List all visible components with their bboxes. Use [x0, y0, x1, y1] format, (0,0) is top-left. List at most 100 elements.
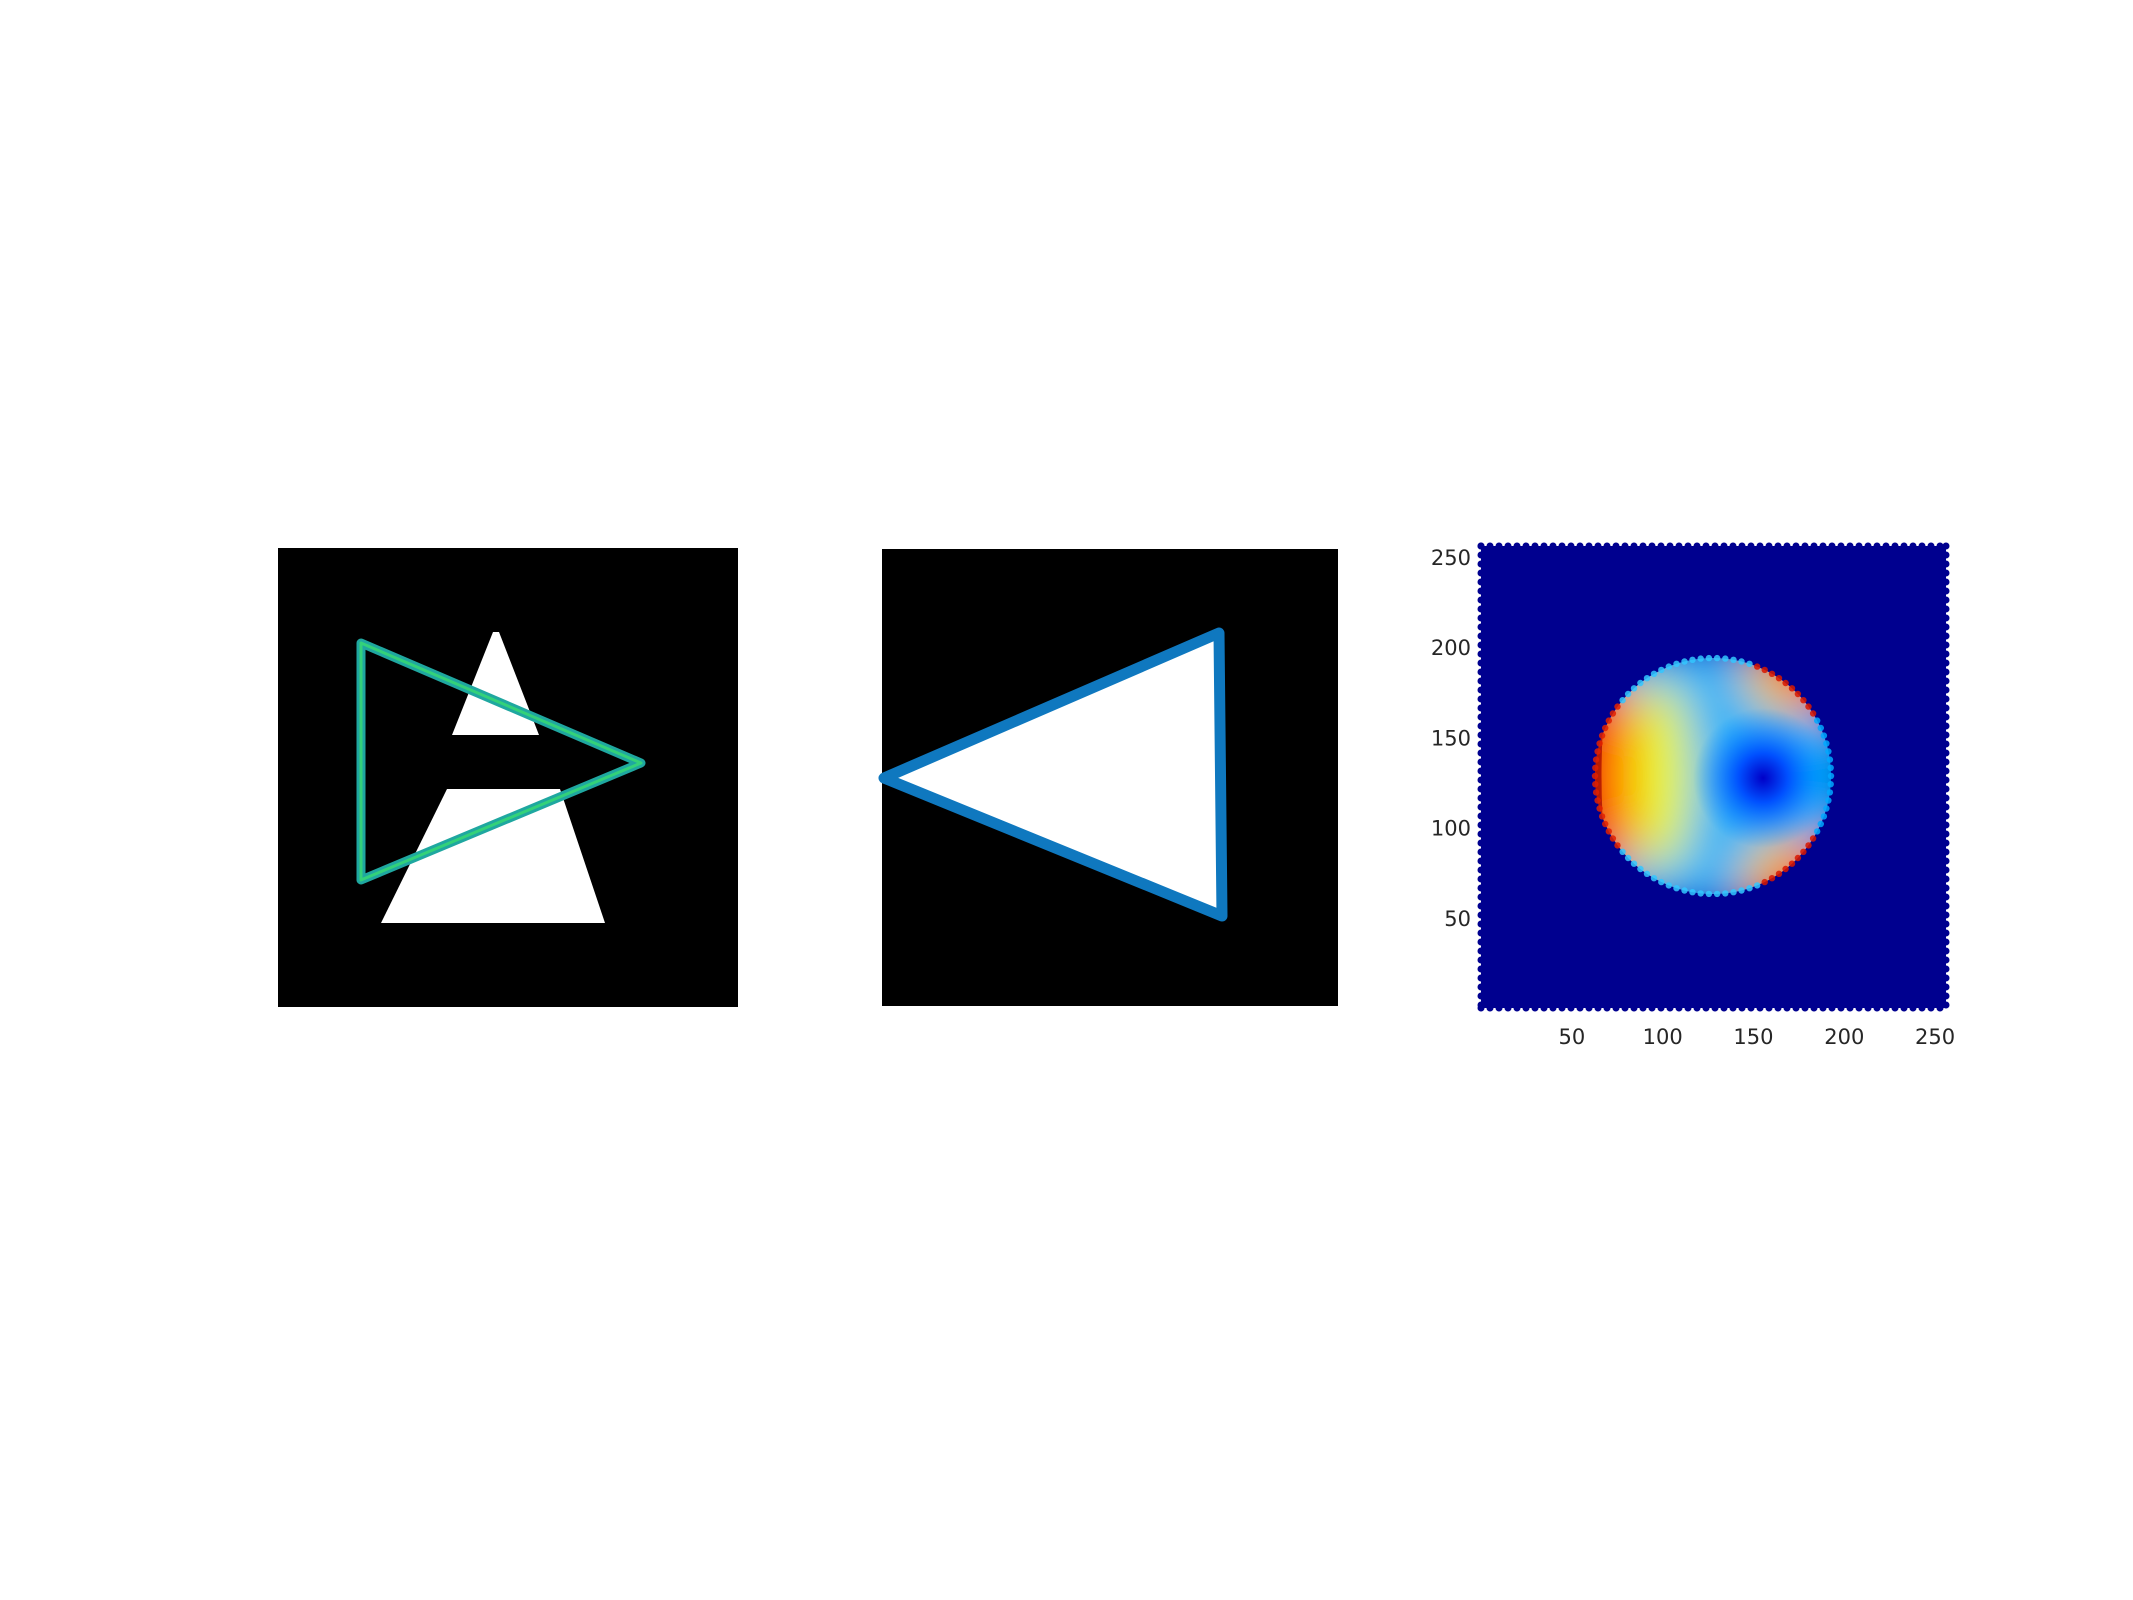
scatter-point: [1549, 542, 1557, 550]
x-tick-label: 100: [1643, 1025, 1683, 1049]
scatter-point: [1675, 1004, 1683, 1012]
scatter-point: [1738, 658, 1745, 665]
scatter-point: [1477, 920, 1485, 928]
scatter-point: [1828, 542, 1836, 550]
scatter-point: [1693, 542, 1701, 550]
scatter-point: [1592, 756, 1600, 763]
scatter-point: [1801, 542, 1809, 550]
scatter-edge-points: [1477, 542, 1950, 1012]
scatter-point: [1819, 542, 1827, 550]
scatter-point: [1891, 1004, 1899, 1012]
scatter-point: [1477, 794, 1485, 802]
scatter-point: [1900, 542, 1908, 550]
scatter-point: [1609, 710, 1617, 717]
scatter-point: [1927, 542, 1935, 550]
scatter-point: [1936, 1004, 1944, 1012]
scatter-point: [1477, 713, 1485, 721]
scatter-point: [1819, 1004, 1827, 1012]
scatter-point: [1477, 830, 1485, 838]
scatter-point: [1594, 748, 1601, 755]
scatter-point: [1820, 813, 1828, 820]
shape-triangle-left: [878, 627, 1228, 922]
scatter-point: [1722, 890, 1729, 897]
scatter-point: [1614, 842, 1621, 849]
scatter-point: [1720, 1004, 1728, 1012]
scatter-point: [1477, 821, 1485, 829]
scatter-point: [1650, 670, 1658, 677]
scatter-point: [1942, 776, 1950, 784]
scatter-point: [1477, 992, 1485, 1000]
scatter-point: [1477, 650, 1485, 658]
scatter-point: [1775, 870, 1783, 877]
scatter-point: [1602, 820, 1609, 828]
scatter-point: [1531, 1004, 1539, 1012]
scatter-point: [1713, 654, 1721, 662]
scatter-point: [1827, 772, 1835, 780]
scatter-point: [1942, 587, 1950, 595]
scatter-point: [1794, 690, 1802, 698]
scatter-point: [1942, 839, 1950, 847]
scatter-point: [1942, 659, 1950, 667]
scatter-point: [1754, 663, 1761, 670]
scatter-point: [1942, 830, 1950, 838]
scatter-point: [1942, 641, 1950, 649]
scatter-point: [1477, 767, 1485, 775]
scatter-point: [1942, 848, 1950, 856]
x-tick-label: 150: [1733, 1025, 1773, 1049]
scatter-point: [1809, 835, 1817, 842]
scatter-point: [1477, 965, 1485, 973]
scatter-point: [1531, 542, 1539, 550]
scatter-point: [1477, 911, 1485, 919]
scatter-point: [1765, 542, 1773, 550]
scatter-point: [1585, 542, 1593, 550]
scatter-point: [1942, 578, 1950, 586]
scatter-point: [1697, 890, 1704, 897]
scatter-point: [1477, 722, 1485, 730]
scatter-point: [1605, 828, 1613, 835]
scatter-point: [1942, 731, 1950, 739]
scatter-point: [1942, 677, 1950, 685]
scatter-point: [1612, 542, 1620, 550]
scatter-point: [1720, 542, 1728, 550]
scatter-point: [1684, 1004, 1692, 1012]
scatter-point: [1711, 542, 1719, 550]
x-axis: 50 100 150 200 250: [1558, 1025, 1955, 1049]
scatter-point: [1882, 1004, 1890, 1012]
scatter-point: [1823, 740, 1830, 747]
scatter-point: [1673, 660, 1680, 667]
scatter-point: [1477, 902, 1485, 910]
scatter-point: [1658, 666, 1665, 674]
scatter-point: [1942, 695, 1950, 703]
scatter-point: [1477, 884, 1485, 892]
scatter-point: [1746, 885, 1753, 892]
contour-triangle-inner: [359, 641, 643, 882]
scatter-point: [1666, 542, 1674, 550]
scatter-point: [1477, 605, 1485, 613]
scatter-point: [1673, 885, 1680, 892]
scatter-point: [1827, 764, 1834, 771]
scatter-point: [1942, 749, 1950, 757]
scatter-point: [1477, 848, 1485, 856]
scatter-point: [1602, 724, 1609, 732]
scatter-point: [1747, 542, 1755, 550]
scatter-point: [1477, 623, 1485, 631]
scatter-point: [1729, 1004, 1737, 1012]
x-tick-label: 250: [1915, 1025, 1955, 1049]
scatter-point: [1705, 890, 1713, 898]
scatter-point: [1594, 797, 1601, 804]
scatter-point: [1477, 839, 1485, 847]
scatter-point: [1603, 1004, 1611, 1012]
scatter-point: [1540, 542, 1548, 550]
scatter-point: [1826, 789, 1834, 796]
scatter-point: [1942, 785, 1950, 793]
scatter-point: [1942, 821, 1950, 829]
scatter-point: [1477, 875, 1485, 883]
scatter-point: [1891, 542, 1899, 550]
scatter-point: [1942, 974, 1950, 982]
scatter-point: [1837, 1004, 1845, 1012]
scatter-point: [1619, 848, 1626, 855]
scatter-point: [1650, 875, 1658, 882]
scatter-point: [1792, 542, 1800, 550]
scatter-point: [1522, 1004, 1530, 1012]
scatter-point: [1942, 920, 1950, 928]
